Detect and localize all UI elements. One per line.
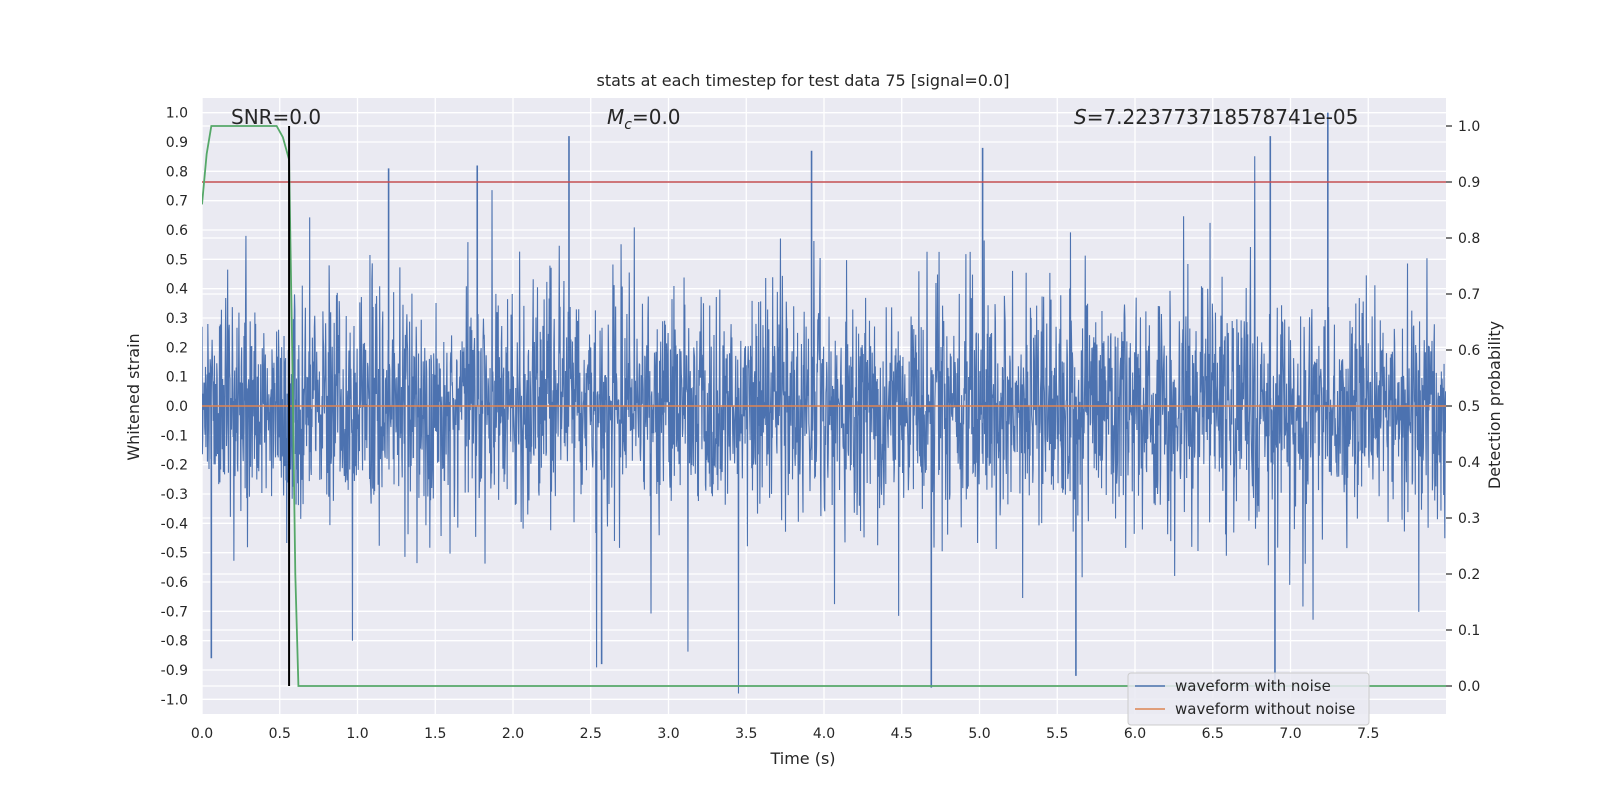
x-tick-label: 1.5	[424, 726, 446, 742]
y2-axis-label: Detection probability	[1485, 321, 1504, 489]
y2-tick-label: 1.0	[1458, 119, 1480, 135]
y2-tick-label: 0.1	[1458, 623, 1480, 639]
legend: waveform with noise waveform without noi…	[1127, 672, 1370, 726]
x-tick-label: 2.0	[502, 726, 524, 742]
chart-title: stats at each timestep for test data 75 …	[597, 71, 1010, 90]
x-tick-label: 5.5	[1046, 726, 1068, 742]
x-tick-label: 3.5	[735, 726, 757, 742]
plot-area	[202, 112, 1446, 694]
y-tick-label: 0.0	[166, 399, 188, 415]
mc-symbol: M	[607, 105, 624, 129]
snr-annotation: SNR=0.0	[231, 105, 321, 129]
y-tick-label: 0.2	[166, 340, 188, 356]
y-axis-label: Whitened strain	[124, 333, 143, 460]
y2-tick-label: 0.7	[1458, 287, 1480, 303]
mc-subscript: c	[624, 117, 632, 133]
y-tick-label: 0.1	[166, 370, 188, 386]
legend-label-waveform-without-noise: waveform without noise	[1175, 700, 1355, 718]
y-tick-label: -0.7	[161, 604, 188, 620]
s-value: =7.223773718578741e-05	[1087, 105, 1359, 129]
x-tick-label: 4.5	[891, 726, 913, 742]
y2-tick-label: 0.9	[1458, 175, 1480, 191]
x-axis-label: Time (s)	[769, 749, 835, 768]
x-tick-label: 4.0	[813, 726, 835, 742]
y-tick-label: -0.4	[161, 516, 188, 532]
y-tick-label: -0.1	[161, 428, 188, 444]
s-symbol: S	[1074, 105, 1087, 129]
x-tick-label: 0.0	[191, 726, 213, 742]
x-tick-label: 7.5	[1357, 726, 1379, 742]
y2-tick-label: 0.5	[1458, 399, 1480, 415]
s-annotation: S=7.223773718578741e-05	[1074, 105, 1358, 129]
y2-tick-label: 0.2	[1458, 567, 1480, 583]
y-tick-label: -0.8	[161, 634, 188, 650]
legend-box	[1127, 672, 1370, 726]
y-tick-label: -0.6	[161, 575, 188, 591]
series-waveform-with-noise	[202, 156, 1446, 694]
y2-tick-label: 0.4	[1458, 455, 1480, 471]
y-tick-label: -0.2	[161, 458, 188, 474]
x-tick-label: 0.5	[269, 726, 291, 742]
x-tick-label: 6.0	[1124, 726, 1146, 742]
mc-annotation: Mc=0.0	[607, 105, 681, 133]
series-detection-probability	[202, 125, 1446, 687]
y-tick-label: 0.7	[166, 194, 188, 210]
x-tick-label: 3.0	[657, 726, 679, 742]
y-tick-label: 1.0	[166, 106, 188, 122]
x-tick-label: 7.0	[1279, 726, 1301, 742]
y2-tick-label: 0.6	[1458, 343, 1480, 359]
y2-axis-ticks: 0.0 0.1 0.2 0.3 0.4 0.5 0.6 0.7 0.8 0.9 1.0	[1446, 119, 1480, 695]
x-axis-ticks: 0.0 0.5 1.0 1.5 2.0 2.5 3.0 3.5 4.0 4.5 5.0 5.5 6.0 6…	[191, 726, 1380, 742]
y-tick-label: 0.3	[166, 311, 188, 327]
y2-tick-label: 0.8	[1458, 231, 1480, 247]
y-tick-label: -0.9	[161, 663, 188, 679]
y-axis-ticks: -1.0 -0.9 -0.8 -0.7 -0.6 -0.5 -0.4 -0.3 -0.2 -0.1…	[161, 106, 188, 709]
x-tick-label: 2.5	[580, 726, 602, 742]
y-tick-label: -0.3	[161, 487, 188, 503]
x-tick-label: 5.0	[968, 726, 990, 742]
y-tick-label: 0.4	[166, 282, 188, 298]
y-tick-label: 0.6	[166, 223, 188, 239]
y2-tick-label: 0.0	[1458, 679, 1480, 695]
mc-value: =0.0	[632, 105, 681, 129]
x-tick-label: 6.5	[1202, 726, 1224, 742]
y-tick-label: 0.5	[166, 252, 188, 268]
legend-label-waveform-with-noise: waveform with noise	[1175, 677, 1331, 695]
y-tick-label: 0.9	[166, 135, 188, 151]
y2-tick-label: 0.3	[1458, 511, 1480, 527]
x-tick-label: 1.0	[346, 726, 368, 742]
y-tick-label: -1.0	[161, 692, 188, 708]
y-tick-label: -0.5	[161, 546, 188, 562]
y-tick-label: 0.8	[166, 164, 188, 180]
